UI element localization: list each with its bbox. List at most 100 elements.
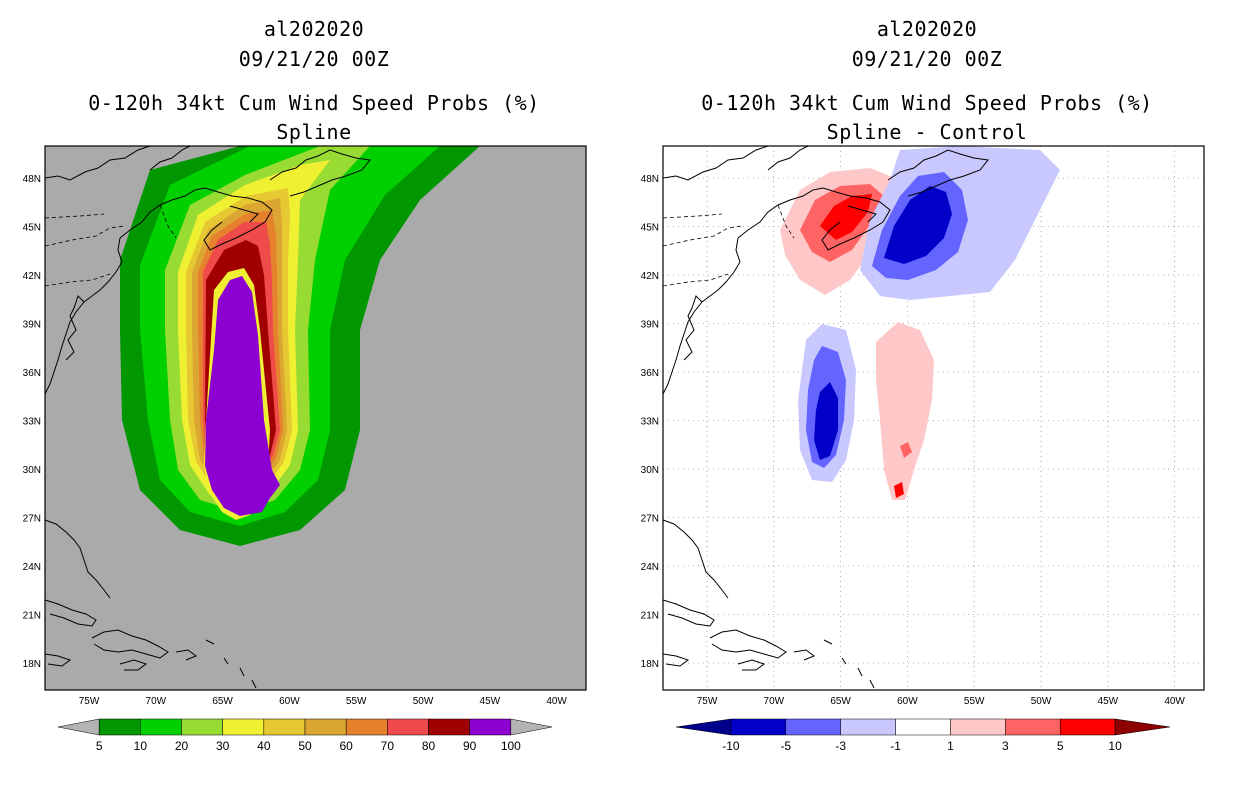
left-colorbar-tick-label: 50 [298, 739, 312, 753]
diff-pos-1-south [876, 322, 934, 500]
left-colorbar-swatch [304, 718, 347, 736]
left-colorbar: 5 10 20 30 40 50 60 70 80 90 100 [57, 718, 553, 753]
right-lon-label: 50W [1031, 696, 1052, 707]
right-datetime: 09/21/20 00Z [851, 47, 1003, 71]
right-lat-label: 24N [641, 562, 659, 573]
left-lon-label: 50W [413, 696, 434, 707]
left-colorbar-swatch [222, 718, 265, 736]
right-colorbar-tick-label: 5 [1057, 739, 1064, 753]
right-colorbar-swatch [950, 718, 1006, 736]
left-colorbar-tick-label: 5 [96, 739, 103, 753]
right-lat-label: 42N [641, 271, 659, 282]
right-colorbar-tick-label: 1 [947, 739, 954, 753]
left-colorbar-swatch [263, 718, 306, 736]
left-lon-label: 40W [546, 696, 567, 707]
right-lon-label: 40W [1164, 696, 1185, 707]
left-lat-label: 33N [23, 417, 41, 428]
left-lon-label: 70W [146, 696, 167, 707]
right-colorbar-swatch [895, 718, 951, 736]
right-lon-label: 60W [897, 696, 918, 707]
left-lon-label: 60W [279, 696, 300, 707]
left-lat-label: 45N [23, 223, 41, 234]
right-map-frame [662, 145, 1205, 691]
right-colorbar: -10 -5 -3 -1 1 3 5 10 [675, 718, 1171, 753]
left-colorbar-tick-label: 20 [175, 739, 189, 753]
diff-pos-5-north [820, 194, 872, 240]
left-lat-label: 39N [23, 320, 41, 331]
right-colorbar-tick-label: -10 [722, 739, 740, 753]
right-lat-label: 45N [641, 223, 659, 234]
right-colorbar-swatch [1005, 718, 1061, 736]
left-lon-label: 55W [346, 696, 367, 707]
right-lat-label: 21N [641, 611, 659, 622]
left-lat-label: 42N [23, 271, 41, 282]
right-lon-label: 65W [830, 696, 851, 707]
left-lat-label: 48N [23, 174, 41, 185]
right-lat-label: 39N [641, 320, 659, 331]
left-colorbar-tick-label: 70 [381, 739, 395, 753]
left-colorbar-tick-label: 30 [216, 739, 230, 753]
left-map [45, 146, 586, 690]
left-lat-label: 27N [23, 514, 41, 525]
left-colorbar-tick-label: 80 [422, 739, 436, 753]
left-lon-label: 75W [79, 696, 100, 707]
right-lon-label: 75W [697, 696, 718, 707]
left-colorbar-swatch [387, 718, 429, 736]
left-colorbar-swatch [469, 718, 512, 736]
left-colorbar-tick-label: 90 [463, 739, 477, 753]
right-storm-id: al202020 [876, 17, 978, 41]
left-colorbar-low-arrow [57, 718, 100, 736]
right-lat-label: 33N [641, 417, 659, 428]
diff-neg-5-north [884, 186, 952, 264]
left-colorbar-tick-label: 60 [339, 739, 353, 753]
right-colorbar-tick-label: 10 [1108, 739, 1122, 753]
left-lat-label: 36N [23, 368, 41, 379]
left-product-title: 0-120h 34kt Cum Wind Speed Probs (%) [88, 91, 540, 115]
right-lat-label: 36N [641, 368, 659, 379]
diff-neg-5-south [814, 382, 838, 460]
right-colorbar-low-arrow [675, 718, 732, 736]
left-colorbar-swatch [428, 718, 470, 736]
left-lat-label: 24N [23, 562, 41, 573]
left-lat-label: 21N [23, 611, 41, 622]
left-lat-label: 30N [23, 465, 41, 476]
left-datetime: 09/21/20 00Z [238, 47, 390, 71]
right-colorbar-swatch [840, 718, 896, 736]
diff-pos-3-south [900, 442, 912, 458]
left-colorbar-tick-label: 10 [134, 739, 148, 753]
right-colorbar-swatch [785, 718, 841, 736]
right-lon-label: 45W [1098, 696, 1119, 707]
right-colorbar-tick-label: -1 [890, 739, 901, 753]
swath-100pct [205, 276, 280, 516]
right-lat-label: 30N [641, 465, 659, 476]
right-lon-label: 55W [964, 696, 985, 707]
left-storm-id: al202020 [263, 17, 365, 41]
right-lat-label: 48N [641, 174, 659, 185]
right-product-title: 0-120h 34kt Cum Wind Speed Probs (%) [701, 91, 1153, 115]
right-colorbar-tick-label: 3 [1002, 739, 1009, 753]
right-colorbar-high-arrow [1114, 718, 1171, 736]
diff-pos-5-south [894, 482, 904, 498]
left-lon-label: 65W [212, 696, 233, 707]
right-colorbar-tick-label: -3 [835, 739, 846, 753]
right-lat-label: 27N [641, 514, 659, 525]
left-colorbar-tick-label: 40 [257, 739, 271, 753]
left-colorbar-swatch [140, 718, 182, 736]
left-colorbar-swatch [98, 718, 141, 736]
left-colorbar-high-arrow [510, 718, 553, 736]
left-colorbar-tick-label: 100 [501, 739, 521, 753]
left-colorbar-swatch [181, 718, 223, 736]
right-colorbar-swatch [1059, 718, 1116, 736]
left-map-frame [44, 145, 587, 691]
right-map [663, 146, 1204, 690]
right-variant-title: Spline - Control [826, 120, 1028, 144]
right-lat-label: 18N [641, 659, 659, 670]
left-lon-label: 45W [480, 696, 501, 707]
left-variant-title: Spline [276, 120, 352, 144]
right-lon-label: 70W [764, 696, 785, 707]
right-colorbar-tick-label: -5 [780, 739, 791, 753]
left-lat-label: 18N [23, 659, 41, 670]
right-colorbar-swatch [730, 718, 787, 736]
left-colorbar-swatch [345, 718, 388, 736]
